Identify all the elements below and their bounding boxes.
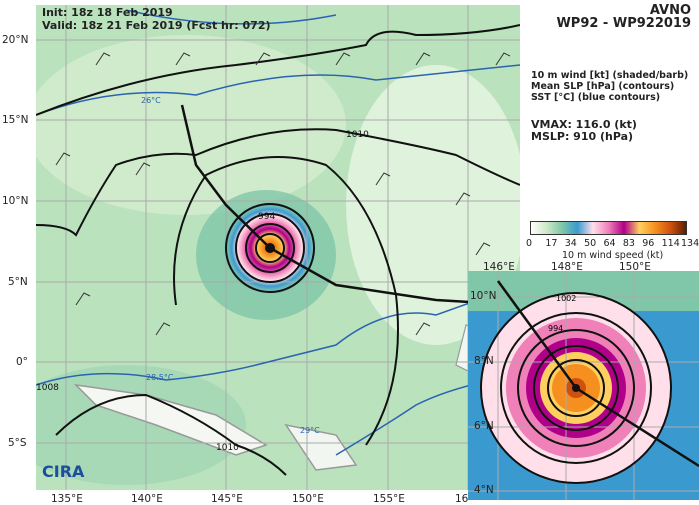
inset-lon-label: 150°E xyxy=(619,261,651,273)
vmax: VMAX: 116.0 (kt) xyxy=(531,118,637,131)
colorbar-tick: 17 xyxy=(545,238,558,249)
colorbar xyxy=(530,221,687,235)
inset-lat-label: 4°N xyxy=(474,484,494,496)
lon-label: 135°E xyxy=(51,493,83,505)
lon-label: 140°E xyxy=(131,493,163,505)
lat-label: 10°N xyxy=(2,195,29,207)
lat-label: 5°S xyxy=(8,437,27,449)
inset-map: 1002 994 xyxy=(468,271,699,500)
lat-label: 20°N xyxy=(2,34,29,46)
inset-lat-label: 6°N xyxy=(474,420,494,432)
legend-line: 10 m wind [kt] (shaded/barb) xyxy=(531,70,689,81)
lat-label: 0° xyxy=(16,356,28,368)
svg-text:26°C: 26°C xyxy=(141,96,161,105)
colorbar-tick: 0 xyxy=(526,238,533,249)
legend-line: SST [°C] (blue contours) xyxy=(531,92,661,103)
svg-text:1010: 1010 xyxy=(346,130,369,140)
valid-time: Valid: 18z 21 Feb 2019 (Fcst hr: 072) xyxy=(42,19,271,32)
colorbar-ticks: 0 17 34 50 64 83 96 114 134 xyxy=(526,238,699,250)
colorbar-tick: 83 xyxy=(622,238,635,249)
svg-text:1010: 1010 xyxy=(216,443,239,453)
inset-lat-label: 10°N xyxy=(470,290,497,302)
inset-lat-label: 8°N xyxy=(474,355,494,367)
svg-text:1008: 1008 xyxy=(36,383,59,393)
svg-text:28.5°C: 28.5°C xyxy=(146,373,174,382)
lon-label: 150°E xyxy=(292,493,324,505)
svg-text:994: 994 xyxy=(548,324,563,333)
storm-id: WP92 - WP922019 xyxy=(556,16,691,31)
sst-label: 29°C xyxy=(300,426,320,435)
svg-text:994: 994 xyxy=(258,212,275,222)
model-name: AVNO xyxy=(649,3,691,18)
init-time: Init: 18z 18 Feb 2019 xyxy=(42,6,173,19)
cira-logo: CIRA xyxy=(42,462,85,481)
inset-lon-label: 148°E xyxy=(551,261,583,273)
lon-label: 16 xyxy=(455,493,469,505)
main-map: 1010 994 1010 1008 26°C 28.5°C xyxy=(6,5,526,490)
colorbar-tick: 134 xyxy=(681,238,699,249)
svg-text:1002: 1002 xyxy=(556,294,576,303)
colorbar-tick: 114 xyxy=(661,238,680,249)
inset-lon-label: 146°E xyxy=(483,261,515,273)
colorbar-tick: 64 xyxy=(603,238,616,249)
lat-label: 5°N xyxy=(8,276,28,288)
lon-label: 155°E xyxy=(373,493,405,505)
lon-label: 145°E xyxy=(211,493,243,505)
colorbar-tick: 34 xyxy=(564,238,577,249)
colorbar-tick: 50 xyxy=(584,238,597,249)
colorbar-tick: 96 xyxy=(642,238,655,249)
mslp: MSLP: 910 (hPa) xyxy=(531,130,634,143)
legend-line: Mean SLP [hPa] (contours) xyxy=(531,81,675,92)
lat-label: 15°N xyxy=(2,114,29,126)
colorbar-label: 10 m wind speed (kt) xyxy=(562,250,664,261)
